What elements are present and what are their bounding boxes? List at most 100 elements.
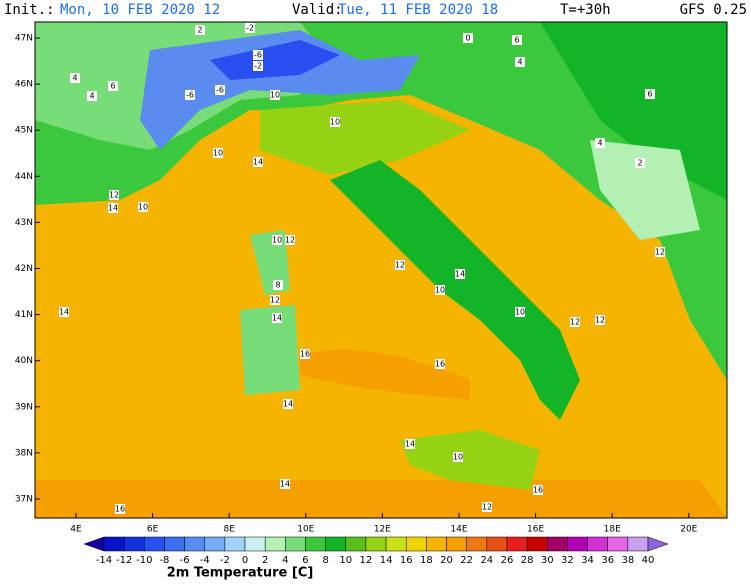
contour-label: 12	[395, 261, 405, 270]
contour-label: 10	[515, 308, 525, 317]
contour-label: 4	[72, 74, 77, 83]
colorbar-bin	[264, 536, 286, 552]
contour-label: 8	[275, 281, 280, 290]
warm-patch	[300, 349, 470, 400]
contour-label: 12	[570, 318, 580, 327]
colorbar-label: 40	[642, 555, 655, 566]
contour-label-box	[253, 50, 263, 60]
contour-label-box	[285, 235, 295, 245]
colorbar-bin	[627, 536, 649, 552]
lat-label: 47N	[15, 34, 33, 44]
contour-label-box	[253, 157, 263, 167]
contour-label: 16	[533, 486, 543, 495]
po-valley	[260, 100, 470, 175]
colorbar-bin	[103, 536, 125, 552]
contour-label-box	[595, 138, 605, 148]
colorbar-label: 32	[561, 555, 574, 566]
colorbar-bin	[325, 536, 347, 552]
lon-label: 12E	[374, 525, 391, 535]
contour-label-box	[70, 73, 80, 83]
contour-label: -6	[254, 51, 262, 60]
colorbar-bin	[365, 536, 387, 552]
init-time: Mon, 10 FEB 2020 12	[60, 2, 220, 18]
colorbar-label: 38	[621, 555, 634, 566]
colorbar-label: 14	[380, 555, 393, 566]
lon-label: 10E	[297, 525, 314, 535]
colorbar-label: 24	[480, 555, 493, 566]
cold-core	[210, 40, 340, 80]
contour-label-box	[482, 502, 492, 512]
colorbar-bin	[405, 536, 427, 552]
corsica	[250, 230, 290, 295]
lon-label: 8E	[223, 525, 235, 535]
contour-label: 16	[115, 505, 125, 514]
init-label: Init.:	[4, 2, 55, 18]
contour-label-box	[270, 90, 280, 100]
contour-label: 14	[108, 204, 118, 213]
contour-label: 14	[283, 400, 293, 409]
colorbar-end	[647, 536, 669, 552]
lon-label: 20E	[680, 525, 697, 535]
contour-label-box	[195, 25, 205, 35]
contour-label: 16	[300, 350, 310, 359]
colorbar-bin	[345, 536, 367, 552]
contour-label: 16	[435, 360, 445, 369]
contour-label-box	[300, 349, 310, 359]
colorbar-label: 36	[601, 555, 614, 566]
lead-time: T=+30h	[560, 2, 611, 18]
colorbar-label: 10	[339, 555, 352, 566]
lon-label: 16E	[527, 525, 544, 535]
contour-label: -6	[216, 86, 224, 95]
contour-label-box	[213, 148, 223, 158]
lat-label: 44N	[15, 172, 33, 182]
contour-label-box	[138, 202, 148, 212]
contour-label-box	[512, 35, 522, 45]
colorbar-bin	[446, 536, 467, 552]
colorbar-bin	[567, 536, 588, 552]
contour-label: 10	[270, 91, 280, 100]
colorbar-bin	[164, 536, 185, 552]
lat-label: 41N	[15, 310, 33, 320]
contour-label-box	[108, 81, 118, 91]
colorbar-label: 18	[420, 555, 433, 566]
colorbar-bin	[587, 536, 608, 552]
contour-label: 12	[655, 248, 665, 257]
lat-label: 38N	[15, 448, 33, 458]
colorbar-label: 34	[581, 555, 594, 566]
colorbar-label: 20	[440, 555, 453, 566]
colorbar-label: 26	[501, 555, 514, 566]
lat-label: 39N	[15, 402, 33, 412]
map-area	[34, 21, 728, 519]
colorbar-bin	[607, 536, 629, 552]
colorbar-label: 4	[282, 555, 288, 566]
contour-label-box	[645, 89, 655, 99]
contour-label-box	[270, 295, 280, 305]
contour-label: 12	[285, 236, 295, 245]
contour-label-box	[570, 317, 580, 327]
valid-label: Valid:	[292, 2, 343, 18]
valid-time: Tue, 11 FEB 2020 18	[338, 2, 498, 18]
contour-label-box	[595, 315, 605, 325]
contour-label: 12	[482, 503, 492, 512]
lon-label: 6E	[147, 525, 159, 535]
lat-label: 43N	[15, 218, 33, 228]
contour-label: 6	[110, 82, 115, 91]
contour-label-box	[109, 190, 119, 200]
map-frame	[34, 21, 728, 519]
contour-label: 10	[435, 286, 445, 295]
colorbar-bin	[204, 536, 226, 552]
sicily	[400, 430, 540, 490]
contour-label: 14	[455, 270, 465, 279]
contour-label-box	[59, 307, 69, 317]
contour-label: 6	[514, 36, 519, 45]
lon-label: 4E	[70, 525, 82, 535]
contour-label-box	[115, 504, 125, 514]
contour-label: 4	[89, 92, 94, 101]
lon-label: 14E	[450, 525, 467, 535]
apennines	[330, 160, 580, 420]
contour-label-box	[215, 85, 225, 95]
contour-label-box	[463, 33, 473, 43]
contour-label-box	[272, 313, 282, 323]
colorbar-label: 2	[262, 555, 268, 566]
